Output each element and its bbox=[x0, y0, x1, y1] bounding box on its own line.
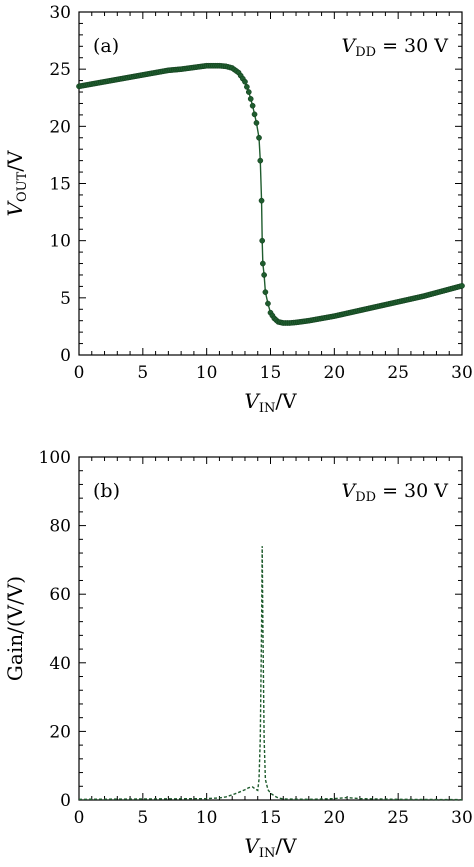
b-x-axis-title-symbol: V bbox=[244, 834, 261, 858]
a-y-tick-label: 30 bbox=[49, 3, 71, 23]
a-y-tick-label: 10 bbox=[49, 232, 71, 252]
b-x-tick-label: 30 bbox=[451, 808, 473, 828]
a-data-point bbox=[244, 84, 250, 90]
a-data-point bbox=[259, 260, 266, 267]
b-y-tick-label: 0 bbox=[60, 791, 71, 811]
a-x-tick-label: 25 bbox=[387, 363, 409, 383]
a-x-axis-title: VIN/V bbox=[244, 389, 297, 416]
a-data-point bbox=[242, 78, 248, 85]
b-x-axis-title: VIN/V bbox=[244, 834, 297, 861]
a-y-axis-title-unit: /V bbox=[3, 150, 27, 172]
a-data-point bbox=[259, 237, 266, 244]
a-x-axis-title-subscript: IN bbox=[259, 401, 276, 416]
a-data-point bbox=[257, 157, 264, 164]
b-vdd-annotation-unit: = 30 V bbox=[376, 480, 448, 502]
a-vdd-annotation: VDD = 30 V bbox=[341, 35, 448, 60]
a-y-tick-label: 0 bbox=[60, 346, 71, 366]
a-vdd-annotation-symbol: V bbox=[341, 35, 357, 57]
a-data-point bbox=[245, 89, 252, 95]
a-data-point bbox=[251, 111, 258, 118]
a-x-tick-label: 10 bbox=[196, 363, 218, 383]
a-y-axis-title-symbol: V bbox=[3, 199, 27, 216]
b-x-tick-label: 25 bbox=[387, 808, 409, 828]
a-data-point bbox=[265, 300, 271, 307]
a-x-tick-label: 20 bbox=[324, 363, 346, 383]
a-data-point bbox=[459, 282, 465, 289]
a-y-axis-title-subscript: OUT bbox=[15, 171, 30, 202]
a-data-point bbox=[261, 272, 267, 278]
a-x-tick-label: 30 bbox=[451, 363, 473, 383]
b-x-tick-label: 0 bbox=[74, 808, 85, 828]
b-vdd-annotation-subscript: DD bbox=[355, 490, 376, 505]
b-vdd-annotation-symbol: V bbox=[341, 480, 357, 502]
b-y-axis-title: Gain/(V/V) bbox=[3, 576, 27, 681]
a-data-point bbox=[256, 134, 262, 141]
a-series-line bbox=[78, 65, 463, 324]
a-y-axis-title: VOUT/V bbox=[3, 150, 30, 216]
b-x-tick-label: 5 bbox=[137, 808, 148, 828]
a-data-point bbox=[247, 96, 254, 102]
b-y-tick-label: 60 bbox=[49, 585, 71, 605]
a-x-tick-label: 0 bbox=[74, 363, 85, 383]
b-y-tick-label: 20 bbox=[49, 722, 71, 742]
a-y-tick-label: 20 bbox=[49, 117, 71, 137]
b-y-tick-label: 40 bbox=[49, 654, 71, 674]
a-data-point bbox=[249, 102, 256, 109]
b-y-tick-label: 80 bbox=[49, 517, 71, 537]
a-x-tick-label: 5 bbox=[137, 363, 148, 383]
b-y-tick-label: 100 bbox=[39, 448, 71, 468]
b-x-tick-label: 20 bbox=[324, 808, 346, 828]
b-plot-frame bbox=[78, 456, 463, 801]
a-panel-label: (a) bbox=[93, 35, 119, 57]
a-y-tick-label: 5 bbox=[60, 289, 71, 309]
a-data-point bbox=[253, 120, 260, 126]
a-data-point bbox=[258, 197, 265, 204]
b-x-tick-label: 10 bbox=[196, 808, 218, 828]
b-x-tick-label: 15 bbox=[260, 808, 282, 828]
b-x-axis-title-subscript: IN bbox=[259, 846, 276, 861]
a-vdd-annotation-unit: = 30 V bbox=[376, 35, 448, 57]
b-x-axis-title-unit: /V bbox=[275, 834, 297, 858]
a-x-axis-title-symbol: V bbox=[244, 389, 261, 413]
a-vdd-annotation-subscript: DD bbox=[355, 45, 376, 60]
a-y-tick-label: 25 bbox=[49, 60, 71, 80]
a-data-point bbox=[262, 289, 269, 295]
b-vdd-annotation: VDD = 30 V bbox=[341, 480, 448, 505]
b-series-line bbox=[78, 546, 463, 801]
a-x-axis-title-unit: /V bbox=[275, 389, 297, 413]
a-y-tick-label: 15 bbox=[49, 175, 71, 195]
b-panel-label: (b) bbox=[93, 480, 120, 502]
a-x-tick-label: 15 bbox=[260, 363, 282, 383]
